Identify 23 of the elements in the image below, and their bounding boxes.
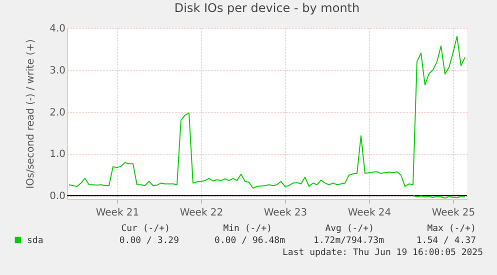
text: 0.00 / 3.29 [119,236,179,246]
text: 1.54 / 4.37 [416,236,476,246]
x-tick-label: Week 25 [432,208,476,218]
text: 0.00 / 96.48m [214,236,285,246]
y-axis-title: IOs/second read (-) / write (+) [26,39,37,189]
text: 1.72m/794.73m [314,236,384,246]
line-series [68,36,466,189]
text: Max (-/+) [427,224,476,234]
y-tick-label: 1.0 [50,149,66,160]
text: Cur (-/+) [121,224,170,234]
x-tick-label: Week 24 [348,208,392,218]
text: Min (-/+) [223,224,272,234]
y-tick-label: 3.0 [50,65,66,76]
y-tick-label: 2.0 [50,107,66,118]
y-tick-label: 0.0 [50,191,66,202]
y-tick-label: 4.0 [50,24,66,34]
chart-title: Disk IOs per device - by month [174,1,360,15]
x-tick-label: Week 22 [180,208,224,218]
text: Last update: Thu Jun 19 16:00:05 2025 [282,248,483,258]
x-tick-label: Week 21 [96,208,140,218]
text: Avg (-/+) [325,224,374,234]
legend-label: sda [27,236,44,246]
x-tick-label: Week 23 [264,208,308,218]
